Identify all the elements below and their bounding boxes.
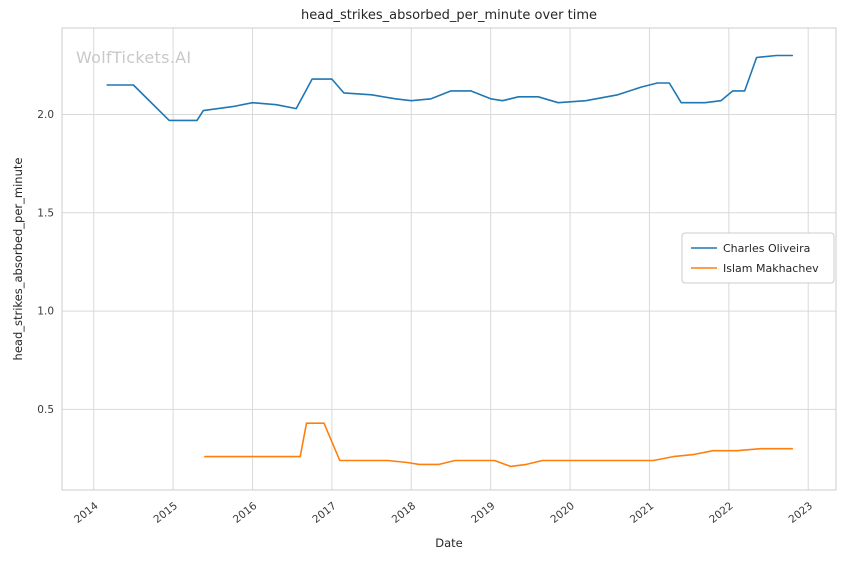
y-tick-label: 1.0: [37, 306, 54, 318]
x-tick-label: 2022: [707, 500, 735, 526]
x-tick-label: 2018: [390, 500, 418, 526]
legend-label-islam-makhachev: Islam Makhachev: [723, 262, 819, 275]
x-tick-label: 2021: [628, 500, 656, 526]
x-tick-label: 2017: [310, 500, 338, 526]
series-line-islam-makhachev: [204, 422, 794, 468]
x-tick-label: 2019: [469, 500, 497, 526]
y-tick-label: 0.5: [37, 404, 54, 416]
x-axis-label: Date: [435, 536, 463, 550]
x-tick-label: 2020: [548, 500, 576, 526]
x-tick-label: 2016: [231, 500, 260, 526]
watermark: WolfTickets.AI: [76, 48, 192, 67]
legend-label-charles-oliveira: Charles Oliveira: [723, 242, 810, 255]
x-tick-label: 2023: [787, 500, 815, 526]
plot-border: [61, 27, 837, 491]
y-axis-label: head_strikes_absorbed_per_minute: [11, 157, 25, 361]
x-tick-label: 2015: [152, 500, 180, 526]
y-tick-label: 1.5: [37, 207, 54, 219]
series-line-charles-oliveira: [106, 54, 794, 122]
x-tick-label: 2014: [72, 500, 101, 526]
chart-title: head_strikes_absorbed_per_minute over ti…: [301, 8, 597, 23]
y-tick-label: 2.0: [37, 109, 54, 121]
legend-box: [681, 232, 835, 284]
